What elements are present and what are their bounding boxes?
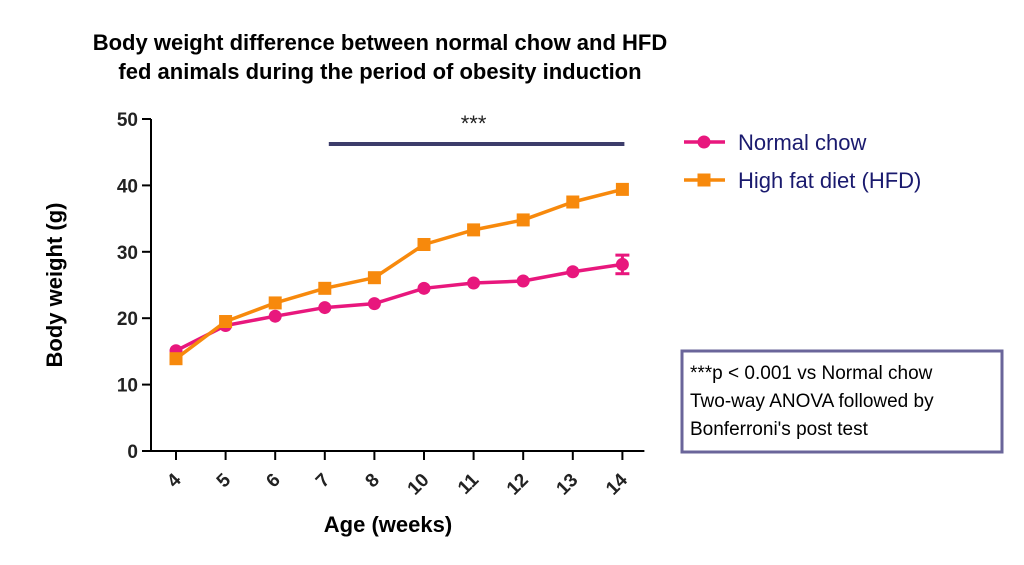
significance-bar: ***: [328, 111, 625, 146]
y-tick-label: 40: [117, 176, 138, 197]
x-tick-label: 6: [262, 470, 284, 492]
chart-title-line2: fed animals during the period of obesity…: [118, 59, 641, 84]
data-point: [566, 265, 580, 279]
legend-marker: [697, 173, 711, 187]
data-point: [367, 271, 381, 285]
x-tick-label: 12: [503, 470, 533, 500]
data-point: [516, 274, 530, 288]
x-tick-label: 7: [312, 470, 334, 492]
data-point: [318, 281, 332, 295]
x-tick-label: 8: [362, 470, 384, 492]
data-point: [268, 296, 282, 310]
x-tick-label: 10: [404, 470, 434, 500]
series-line: [175, 262, 623, 353]
data-point: [615, 182, 629, 196]
x-tick-label: 11: [454, 469, 483, 498]
data-point: [169, 352, 183, 366]
series-0: [169, 253, 630, 358]
data-point: [219, 315, 233, 329]
data-point: [268, 309, 282, 323]
y-tick-label: 10: [117, 376, 138, 397]
y-tick-label: 0: [127, 442, 138, 463]
x-tick-label: 4: [163, 469, 186, 492]
x-tick-label: 13: [553, 470, 583, 500]
x-tick-label: 5: [213, 469, 236, 492]
x-axis-label: Age (weeks): [324, 512, 452, 537]
legend-label: High fat diet (HFD): [738, 168, 921, 193]
series-line: [174, 187, 623, 361]
data-point: [516, 213, 530, 227]
stats-note-line2: Two-way ANOVA followed by: [690, 391, 934, 412]
stats-note-line1: ***p < 0.001 vs Normal chow: [690, 363, 933, 384]
legend: Normal chow High fat diet (HFD): [684, 130, 921, 193]
series-1: [169, 182, 629, 366]
y-tick-label: 50: [117, 110, 138, 131]
data-point: [467, 223, 481, 237]
y-tick-label: 20: [117, 309, 138, 330]
legend-marker: [697, 135, 711, 149]
data-point: [367, 297, 381, 311]
data-point: [467, 276, 481, 290]
legend-label: Normal chow: [738, 130, 866, 155]
data-point: [417, 281, 431, 295]
data-point: [318, 301, 332, 315]
y-axis-label: Body weight (g): [42, 203, 67, 368]
series-layer: [169, 182, 630, 366]
data-point: [615, 257, 629, 271]
y-tick-label: 30: [117, 243, 138, 264]
data-point: [566, 195, 580, 209]
stats-note-box: [680, 349, 1004, 454]
stats-note-line3: Bonferroni's post test: [690, 419, 869, 440]
stats-note: ***p < 0.001 vs Normal chow Two-way ANOV…: [680, 349, 1004, 454]
data-point: [417, 237, 431, 251]
x-tick-label: 14: [602, 469, 632, 499]
chart-title-line1: Body weight difference between normal ch…: [93, 30, 668, 55]
significance-label: ***: [461, 111, 487, 136]
